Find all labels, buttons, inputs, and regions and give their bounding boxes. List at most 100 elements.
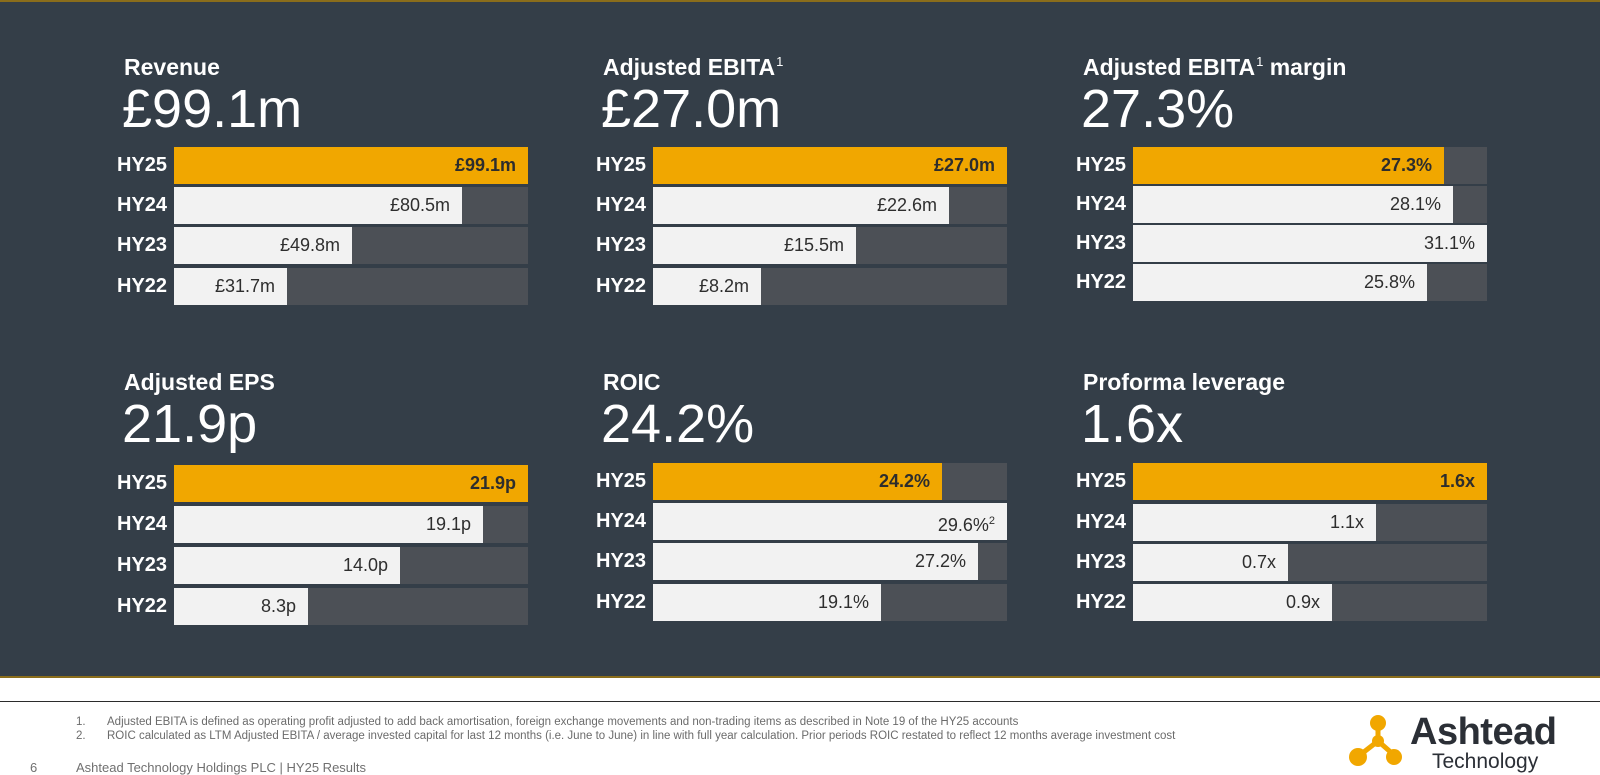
bar-fill: 27.3%	[1133, 147, 1444, 184]
bar-fill: 1.1x	[1133, 504, 1376, 541]
bar-fill: £80.5m	[174, 187, 462, 224]
bar-track: 19.1%	[653, 584, 1007, 621]
bar-value-label: 27.3%	[1380, 155, 1432, 175]
bar-fill: 27.2%	[653, 543, 978, 580]
kpi-headline: 1.6x	[1081, 394, 1184, 454]
bar-fill: 19.1p	[174, 506, 483, 543]
bar-period-label: HY25	[596, 154, 647, 176]
bar-track: £8.2m	[653, 268, 1007, 305]
bar-value-label: 0.7x	[1241, 552, 1276, 572]
footnote-ref: 1	[776, 54, 784, 70]
footnote: 2. ROIC calculated as LTM Adjusted EBITA …	[76, 729, 1175, 743]
bar-fill: £49.8m	[174, 227, 352, 264]
bar-track: 21.9p	[174, 465, 528, 502]
kpi-headline: 21.9p	[122, 394, 258, 454]
bar-period-label: HY24	[1076, 511, 1127, 533]
bar-value-label: 1.1x	[1329, 512, 1364, 532]
bar-period-label: HY22	[1076, 271, 1127, 293]
page-footer: 6 Ashtead Technology Holdings PLC | HY25 …	[30, 760, 366, 775]
bar-fill: 25.8%	[1133, 264, 1427, 301]
bar-value-label: £27.0m	[933, 155, 995, 175]
kpi-panel: Revenue £99.1m HY25 £99.1m HY24 £80.5m H…	[0, 0, 1600, 678]
bar-fill: 0.9x	[1133, 584, 1332, 621]
bar-track: 1.6x	[1133, 463, 1487, 500]
bar-value-label: 0.9x	[1285, 592, 1320, 612]
bar-fill: 29.6%2	[653, 503, 1007, 540]
kpi-adjusted-ebita-margin: Adjusted EBITA1 margin 27.3% HY25 27.3% …	[1076, 40, 1516, 340]
bar-track: £31.7m	[174, 268, 528, 305]
bar-track: £99.1m	[174, 147, 528, 184]
bar-track: 0.7x	[1133, 544, 1487, 581]
footnote-number: 2.	[76, 730, 86, 742]
logo-subtitle: Technology	[1432, 750, 1539, 773]
bar-fill: 21.9p	[174, 465, 528, 502]
bar-fill: £31.7m	[174, 268, 287, 305]
bar-track: 24.2%	[653, 463, 1007, 500]
bar-period-label: HY24	[596, 510, 647, 532]
kpi-headline: 24.2%	[601, 394, 755, 454]
kpi-headline: £27.0m	[601, 79, 782, 139]
kpi-title: Proforma leverage	[1083, 369, 1285, 395]
footnote-ref: 1	[1256, 54, 1264, 70]
bar-value-label: £80.5m	[389, 195, 450, 215]
bar-value-label: 21.9p	[469, 473, 516, 493]
bar-period-label: HY24	[117, 194, 168, 216]
kpi-title: Adjusted EPS	[124, 369, 275, 395]
bar-period-label: HY24	[117, 513, 168, 535]
footer-divider	[0, 701, 1600, 702]
page-number: 6	[30, 760, 38, 775]
footnote-number: 1.	[76, 716, 86, 728]
bar-track: 27.2%	[653, 543, 1007, 580]
bar-track: 25.8%	[1133, 264, 1487, 301]
footnote-ref: 2	[988, 515, 995, 527]
footnote-text: ROIC calculated as LTM Adjusted EBITA / …	[107, 730, 1176, 742]
bar-period-label: HY25	[596, 470, 647, 492]
bar-track: 14.0p	[174, 547, 528, 584]
bar-value-label: 25.8%	[1363, 272, 1415, 292]
bar-fill: £8.2m	[653, 268, 761, 305]
bar-track: 1.1x	[1133, 504, 1487, 541]
kpi-headline: £99.1m	[122, 79, 303, 139]
footnote: 1. Adjusted EBITA is defined as operating…	[76, 715, 1175, 729]
kpi-roic: ROIC 24.2% HY25 24.2% HY24 29.6%2 HY23 2…	[596, 355, 1036, 655]
bar-value-label: £49.8m	[279, 235, 340, 255]
footnotes: 1. Adjusted EBITA is defined as operating…	[76, 715, 1175, 743]
kpi-headline: 27.3%	[1081, 79, 1235, 139]
kpi-title: Adjusted EBITA1	[603, 54, 784, 80]
bar-period-label: HY22	[596, 591, 647, 613]
panel-bottom-rule	[0, 676, 1600, 678]
footer-text: Ashtead Technology Holdings PLC | HY25 R…	[76, 760, 367, 775]
bar-value-label: £15.5m	[783, 235, 844, 255]
bar-track: 27.3%	[1133, 147, 1487, 184]
bar-period-label: HY23	[1076, 232, 1127, 254]
bar-period-label: HY23	[596, 234, 647, 256]
bar-track: 31.1%	[1133, 225, 1487, 262]
kpi-title: Revenue	[124, 54, 220, 80]
bar-period-label: HY23	[117, 554, 168, 576]
bar-track: 0.9x	[1133, 584, 1487, 621]
bar-value-label: £99.1m	[454, 155, 516, 175]
bar-value-label: 24.2%	[878, 471, 930, 491]
bar-track: £27.0m	[653, 147, 1007, 184]
bar-fill: £27.0m	[653, 147, 1007, 184]
kpi-revenue: Revenue £99.1m HY25 £99.1m HY24 £80.5m H…	[117, 40, 557, 340]
bar-period-label: HY22	[1076, 591, 1127, 613]
bar-value-label: 14.0p	[342, 555, 388, 575]
bar-track: 29.6%2	[653, 503, 1007, 540]
bar-period-label: HY25	[117, 154, 168, 176]
bar-period-label: HY25	[1076, 154, 1127, 176]
bar-track: £22.6m	[653, 187, 1007, 224]
bar-period-label: HY25	[1076, 470, 1127, 492]
bar-period-label: HY24	[1076, 193, 1127, 215]
bar-track: 8.3p	[174, 588, 528, 625]
bar-fill: 19.1%	[653, 584, 881, 621]
bar-fill: 0.7x	[1133, 544, 1288, 581]
bar-period-label: HY23	[596, 550, 647, 572]
kpi-adjusted-ebita: Adjusted EBITA1 £27.0m HY25 £27.0m HY24 …	[596, 40, 1036, 340]
bar-fill: £99.1m	[174, 147, 528, 184]
bar-fill: 31.1%	[1133, 225, 1487, 262]
footnote-text: Adjusted EBITA is defined as operating p…	[107, 716, 1019, 728]
bar-period-label: HY24	[596, 194, 647, 216]
bar-fill: 24.2%	[653, 463, 942, 500]
bar-period-label: HY25	[117, 472, 168, 494]
